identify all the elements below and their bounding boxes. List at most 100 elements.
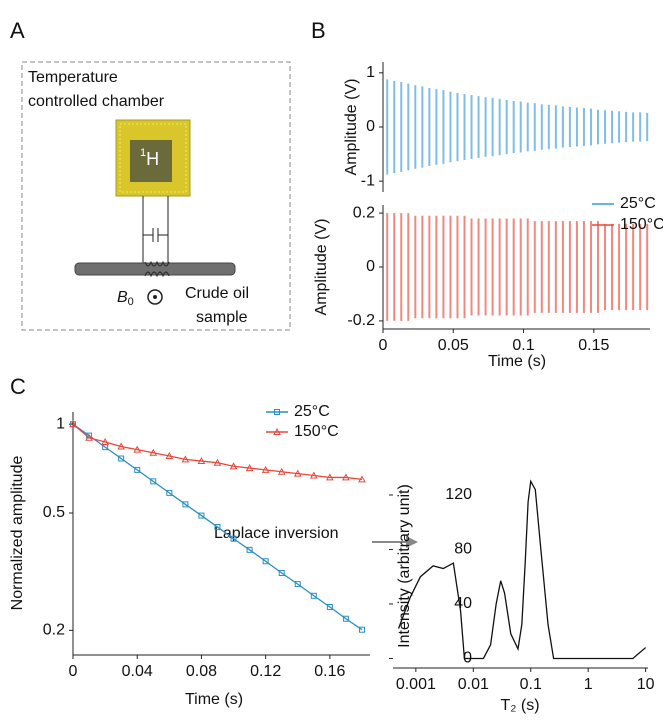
x-tick-label: 0.001 [396, 676, 436, 693]
marker [309, 471, 318, 479]
x-tick-label: 0.04 [122, 663, 153, 680]
legend-marker [274, 409, 280, 415]
x-tick-label: 0.08 [186, 663, 217, 680]
x-tick-label: 0 [379, 337, 388, 354]
marker [166, 489, 173, 496]
panel-label: B [311, 18, 326, 43]
sample-tube [74, 262, 236, 276]
marker [214, 524, 221, 531]
y-axis-label: Amplitude (V) [313, 219, 330, 316]
chamber-label: Temperature [28, 69, 118, 86]
data-line [397, 479, 647, 660]
marker [181, 455, 190, 463]
nucleus: H [146, 149, 159, 169]
marker [246, 546, 253, 553]
circuit [142, 196, 169, 264]
marker [230, 535, 237, 542]
y-tick-label: -1 [361, 172, 375, 189]
marker [118, 455, 125, 462]
marker [326, 473, 334, 481]
marker [358, 475, 366, 483]
sample-label: Crude oil [185, 285, 249, 302]
legend-label: 25°C [294, 403, 330, 420]
legend-label: 150°C [620, 216, 663, 233]
annotation: Laplace inversion [214, 525, 339, 542]
x-tick-label: 10 [637, 676, 655, 693]
data-line [72, 423, 363, 631]
x-tick-label: 0.15 [578, 337, 609, 354]
coil [144, 260, 170, 278]
x-tick-label: 0.01 [458, 676, 489, 693]
marker [133, 445, 142, 453]
marker [134, 466, 141, 473]
marker [294, 581, 301, 588]
y-tick-label: 80 [454, 541, 472, 558]
x-tick-label: 0.05 [438, 337, 469, 354]
y-tick-label: -0.2 [347, 312, 375, 329]
y-tick-label: 1 [366, 64, 375, 81]
x-tick-label: 0 [69, 663, 78, 680]
x-axis-label: T₂ (s) [500, 697, 539, 714]
marker [358, 626, 365, 633]
marker [150, 478, 157, 485]
y-tick-label: 1 [56, 415, 65, 432]
marker [261, 465, 270, 473]
x-tick-label: 1 [584, 676, 593, 693]
marker [245, 464, 254, 472]
y-tick-label: 0 [366, 258, 375, 275]
legend-marker [273, 427, 281, 435]
marker [198, 512, 205, 519]
marker [310, 592, 317, 599]
marker [182, 501, 189, 508]
marker [342, 473, 350, 481]
marker [117, 442, 126, 450]
y-tick-label: 0.5 [43, 504, 65, 521]
x-tick-label: 0.1 [512, 337, 534, 354]
x-tick-label: 0.1 [520, 676, 542, 693]
nucleus-label: 1H [140, 147, 159, 169]
chip-pads [119, 123, 187, 193]
field-symbol [147, 289, 163, 305]
y-axis-label: Normalized amplitude [9, 456, 26, 611]
field-dot [153, 295, 157, 299]
marker [262, 558, 269, 565]
marker [277, 467, 286, 475]
marker [69, 420, 77, 428]
marker [101, 438, 109, 446]
marker [229, 462, 238, 470]
marker [149, 448, 158, 456]
y-tick-label: 0.2 [353, 204, 375, 221]
y-tick-label: 0.2 [43, 622, 65, 639]
y-tick-label: 40 [454, 595, 472, 612]
marker [342, 615, 349, 622]
panel-label: A [10, 18, 25, 43]
field: B [117, 289, 128, 306]
marker [165, 451, 174, 460]
y-tick-label: 0 [366, 118, 375, 135]
marker [278, 569, 285, 576]
x-tick-label: 0.16 [314, 663, 345, 680]
marker [213, 458, 222, 466]
y-tick-label: 120 [445, 486, 472, 503]
y-axis-label: Intensity (arbitrary unit) [396, 484, 413, 648]
setup-diagram: Temperature controlled chamber 1H B0 Cru… [21, 61, 291, 331]
legend-label: 25°C [620, 195, 656, 212]
field-sub: 0 [128, 296, 134, 308]
marker [85, 433, 93, 441]
nucleus-mass: 1 [140, 147, 146, 159]
chip-core [130, 140, 172, 182]
marker [197, 457, 206, 465]
sample-label: sample [196, 309, 248, 326]
y-axis-label: Amplitude (V) [343, 79, 360, 176]
marker [293, 469, 302, 477]
marker [326, 604, 333, 611]
legend-label: 150°C [294, 423, 339, 440]
x-axis-label: Time (s) [185, 691, 243, 708]
x-axis-label: Time (s) [488, 353, 546, 370]
data-line [72, 423, 363, 481]
arrow-head [406, 536, 418, 548]
chamber-label: controlled chamber [28, 93, 165, 110]
panel-label: C [10, 374, 26, 399]
field-label: B0 [117, 289, 134, 308]
